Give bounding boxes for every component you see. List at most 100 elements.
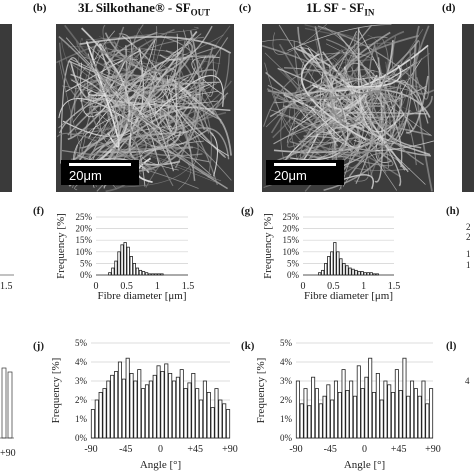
ytick-label: 2%: [280, 395, 293, 405]
histogram-bar: [333, 242, 337, 276]
xtick-label: +90: [425, 444, 441, 455]
h-ytick-1: 2: [466, 232, 471, 242]
ytick-label: 15%: [283, 235, 300, 245]
ytick-label: 5%: [287, 258, 300, 268]
panel-letter-b: (b): [33, 2, 47, 14]
left-edge-diam-tick: 1.5: [0, 281, 13, 292]
ytick-label: 25%: [76, 212, 93, 222]
histogram-bar: [114, 260, 118, 276]
histogram-bar: [126, 246, 130, 276]
histogram-bar: [157, 273, 161, 276]
histogram-bar: [98, 391, 103, 439]
ytick-label: 0%: [80, 270, 93, 280]
left-edge-angle-tick: +90: [0, 448, 16, 459]
histogram-bar: [314, 388, 319, 439]
xtick-label: +45: [187, 444, 203, 455]
ytick-label: 5%: [75, 338, 88, 348]
histogram-bar: [295, 380, 300, 439]
histogram-bar: [307, 405, 312, 439]
histogram-bar: [326, 384, 331, 439]
ytick-label: 10%: [76, 247, 93, 257]
histogram-bar: [160, 371, 165, 439]
histogram-bar: [327, 256, 331, 276]
ytick-label: 0%: [280, 433, 293, 443]
histogram-bar: [321, 269, 325, 276]
ytick-label: 0%: [75, 433, 88, 443]
histogram-bar: [299, 403, 304, 439]
histogram-bar: [375, 372, 380, 439]
histogram-bar: [387, 384, 392, 439]
histogram-bar: [417, 395, 422, 439]
histogram-bar: [372, 391, 377, 439]
panel-letter-l: (l): [446, 340, 457, 352]
histogram-bar: [106, 380, 111, 439]
histogram-bar: [156, 365, 161, 439]
xtick-label: -45: [119, 444, 132, 455]
histogram-bar: [164, 363, 169, 439]
histogram-bar: [345, 265, 349, 276]
x-axis-label: Angle [°]: [140, 459, 181, 471]
histogram-bar: [345, 390, 350, 439]
ytick-label: 3%: [75, 376, 88, 386]
histogram-bar: [191, 372, 196, 439]
histogram-bar: [210, 407, 215, 439]
ytick-label: 10%: [283, 247, 300, 257]
histogram-bar: [352, 395, 357, 439]
histogram-bar: [179, 369, 184, 439]
histogram-bar: [94, 399, 99, 439]
histogram-bar: [144, 384, 150, 439]
histogram-bar: [132, 262, 136, 276]
histogram-bar: [123, 242, 127, 276]
xtick-label: -90: [289, 444, 302, 455]
xtick-label: +45: [391, 444, 407, 455]
histogram-bar: [337, 391, 342, 439]
histogram-bar: [402, 357, 407, 439]
panel-title-b: 3L Silkothane® - SFOUT: [78, 0, 211, 18]
y-axis-label: Frequency [%]: [55, 213, 67, 279]
xtick-label: 0: [301, 281, 306, 292]
scale-bar-b: 20μm: [61, 160, 139, 185]
histogram-bar: [199, 399, 204, 439]
histogram-bar: [117, 251, 121, 276]
histogram-bar: [360, 388, 365, 439]
histogram-bar: [406, 395, 411, 439]
histogram-bar: [195, 388, 200, 439]
xtick-label: 0: [362, 444, 367, 455]
histogram-bar: [330, 251, 334, 276]
xtick-label: +90: [222, 444, 238, 455]
ytick-label: 5%: [80, 258, 93, 268]
xtick-label: 1.5: [182, 281, 195, 292]
histogram-bar: [351, 268, 355, 276]
histogram-bar: [121, 378, 126, 439]
panel-letter-c: (c): [239, 2, 252, 14]
histogram-bar: [114, 371, 119, 439]
ytick-label: 3%: [280, 376, 293, 386]
sem-image-right-edge: [462, 24, 474, 192]
xtick-label: -45: [324, 444, 337, 455]
histogram-bar: [218, 399, 223, 439]
histogram-bar: [303, 388, 308, 439]
histogram-bar: [429, 388, 434, 439]
histogram-bar: [151, 273, 155, 276]
x-axis-label: Fibre diameter [μm]: [98, 290, 187, 302]
histogram-bar: [336, 251, 340, 276]
histogram-bar: [342, 262, 346, 276]
histogram-bar: [398, 390, 403, 439]
ytick-label: 15%: [76, 235, 93, 245]
histogram-bar: [366, 272, 370, 276]
histogram-bar: [117, 361, 122, 439]
ytick-label: 4%: [280, 357, 293, 367]
histogram-bar: [368, 357, 373, 439]
histogram-bar: [372, 273, 376, 276]
h-ytick-3: 1: [466, 260, 471, 270]
panel-letter-k: (k): [241, 340, 255, 352]
histogram-bar: [333, 380, 338, 439]
histogram-bar: [354, 269, 358, 276]
histogram-bar: [311, 376, 316, 439]
sem-image-left-edge: [0, 24, 12, 192]
histogram-bar: [357, 271, 361, 276]
histogram-bar: [349, 380, 354, 439]
histogram-bar: [154, 273, 158, 276]
histogram-bar: [421, 380, 426, 439]
histogram-bar: [348, 267, 352, 276]
